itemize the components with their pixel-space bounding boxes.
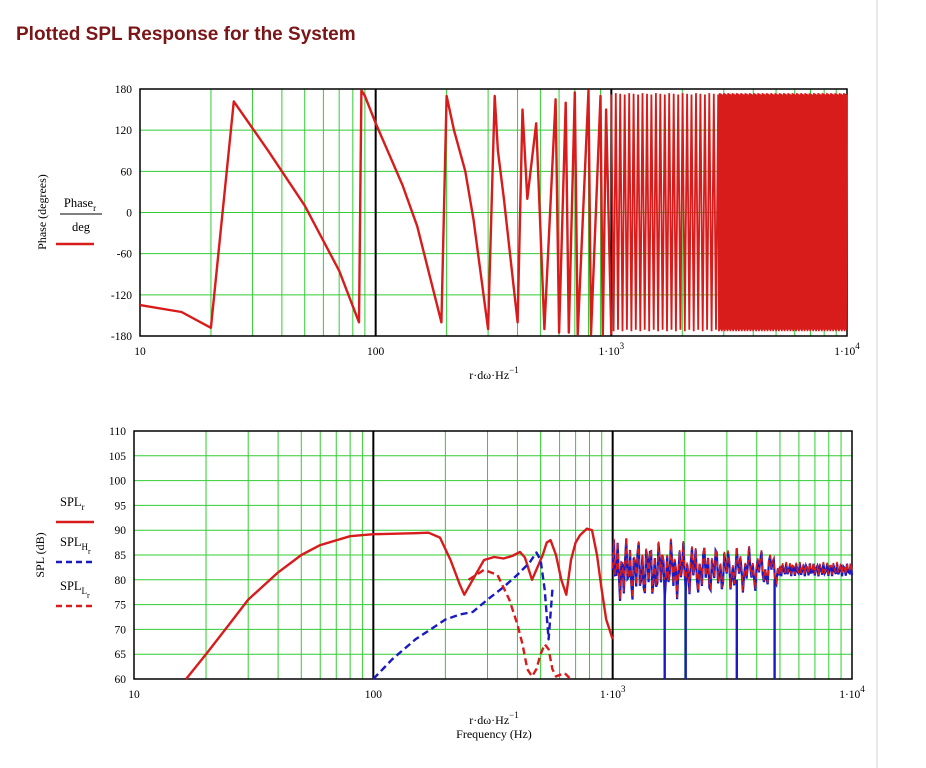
x-axis-label-exponent: −1 bbox=[509, 365, 519, 375]
x-tick-exponent: 3 bbox=[621, 684, 626, 694]
legend-subsubscript: r bbox=[88, 547, 91, 556]
legend-subscript: L bbox=[82, 586, 88, 596]
y-tick-label: 60 bbox=[115, 674, 127, 686]
page-title: Plotted SPL Response for the System bbox=[16, 24, 356, 45]
x-tick-label: 10 bbox=[134, 346, 146, 358]
x-tick-label: 1·104 bbox=[834, 341, 860, 358]
y-tick-label: 75 bbox=[115, 600, 127, 612]
y-tick-label: -180 bbox=[111, 331, 132, 343]
legend-denominator: deg bbox=[72, 220, 91, 234]
spl-series-line-1 bbox=[372, 551, 554, 680]
x-tick-label: 100 bbox=[367, 346, 385, 358]
phase-series-line bbox=[139, 89, 613, 336]
page-divider bbox=[876, 0, 878, 768]
legend-numerator-subscript: r bbox=[93, 203, 96, 213]
legend-subscript: r bbox=[82, 502, 85, 512]
y-tick-label: 65 bbox=[115, 649, 127, 661]
x-axis-label: r·dω·Hz−1 bbox=[469, 710, 518, 727]
y-tick-label: -60 bbox=[117, 249, 133, 261]
x-tick-label: 1·104 bbox=[839, 684, 865, 701]
y-tick-label: 120 bbox=[115, 125, 133, 137]
y-tick-label: 70 bbox=[115, 624, 127, 636]
x-axis-label-exponent: −1 bbox=[509, 710, 519, 720]
y-tick-label: 95 bbox=[115, 500, 127, 512]
y-tick-label: 110 bbox=[109, 426, 126, 438]
y-axis-label: Phase (degrees) bbox=[35, 174, 49, 250]
legend-label: SPLLr bbox=[60, 579, 90, 600]
spl-series-line-2 bbox=[467, 568, 571, 679]
x-axis-label-2: Frequency (Hz) bbox=[456, 727, 532, 741]
y-axis-label: SPL (dB) bbox=[33, 532, 47, 577]
plot-frame bbox=[133, 430, 853, 680]
x-tick-label: 1·103 bbox=[599, 341, 625, 358]
y-tick-label: 100 bbox=[109, 476, 127, 488]
y-tick-label: 180 bbox=[115, 84, 133, 96]
legend-subscript: H bbox=[82, 542, 89, 552]
spl-l-dense-line bbox=[611, 537, 853, 600]
legend-label: SPLHr bbox=[60, 535, 91, 556]
spl-series-line-0 bbox=[185, 527, 614, 680]
x-tick-label: 10 bbox=[128, 689, 140, 701]
y-tick-label: 60 bbox=[121, 166, 133, 178]
legend-subsubscript: r bbox=[87, 591, 90, 600]
y-tick-label: 105 bbox=[109, 451, 127, 463]
phase-series-oscillation bbox=[610, 93, 848, 332]
legend-label: SPLr bbox=[60, 495, 85, 512]
x-tick-label: 100 bbox=[365, 689, 383, 701]
y-tick-label: 80 bbox=[115, 575, 127, 587]
y-tick-label: 0 bbox=[126, 208, 132, 220]
x-tick-label: 1·103 bbox=[600, 684, 626, 701]
x-axis-label: r·dω·Hz−1 bbox=[469, 365, 518, 382]
y-tick-label: 85 bbox=[115, 550, 127, 562]
x-tick-exponent: 3 bbox=[620, 341, 625, 351]
x-tick-exponent: 4 bbox=[855, 341, 860, 351]
x-tick-exponent: 4 bbox=[860, 684, 865, 694]
y-tick-label: 90 bbox=[115, 525, 127, 537]
y-tick-label: -120 bbox=[111, 290, 132, 302]
legend-numerator: Phaser bbox=[64, 196, 96, 213]
